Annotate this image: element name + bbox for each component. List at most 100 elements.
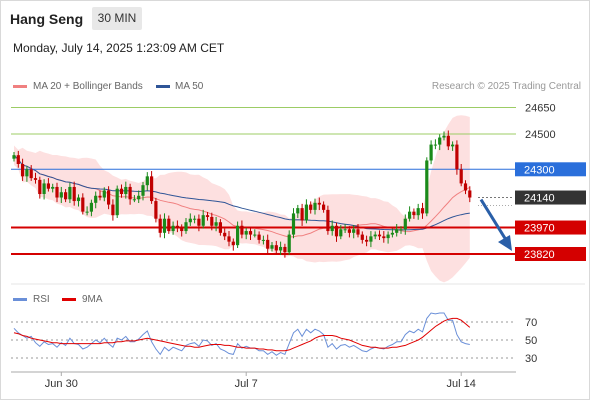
candle xyxy=(304,204,308,221)
candle xyxy=(94,195,98,203)
candle xyxy=(377,234,382,237)
candle xyxy=(455,144,459,170)
candle xyxy=(154,201,158,219)
candle xyxy=(150,176,154,202)
rsi-ma-legend-swatch xyxy=(62,298,76,301)
candle xyxy=(253,234,257,236)
rsi-legend-swatch xyxy=(13,298,27,301)
x-tick-label: Jul 14 xyxy=(447,378,476,390)
rsi-tick-label: 70 xyxy=(525,317,537,329)
candle xyxy=(16,155,20,164)
candle xyxy=(369,236,373,242)
candle xyxy=(55,186,59,198)
candle xyxy=(446,135,450,147)
candle xyxy=(425,160,429,214)
candle xyxy=(296,208,300,214)
candle xyxy=(119,188,124,194)
candle xyxy=(356,229,360,235)
candle xyxy=(197,218,201,226)
forecast-arrow-line xyxy=(479,198,508,241)
candle xyxy=(223,232,227,237)
period-selector-button[interactable]: 30 MIN xyxy=(92,7,142,30)
candle xyxy=(270,245,274,249)
candle xyxy=(89,202,93,212)
support-label: 23970 xyxy=(524,223,555,235)
candle xyxy=(38,179,42,194)
candle xyxy=(283,246,287,253)
candle xyxy=(309,204,313,210)
candle xyxy=(322,204,326,210)
candle xyxy=(201,215,205,226)
candle xyxy=(205,215,210,217)
candle xyxy=(365,239,369,242)
candle xyxy=(412,211,416,216)
candle xyxy=(248,231,253,235)
candle xyxy=(21,164,25,177)
rsi-tick-label: 50 xyxy=(525,335,537,347)
candle xyxy=(214,222,218,226)
candle xyxy=(145,176,149,186)
resistance-label: 24650 xyxy=(525,103,556,115)
candle xyxy=(167,218,171,232)
candle xyxy=(115,188,119,216)
instrument-title: Hang Seng xyxy=(10,11,84,27)
candle xyxy=(438,137,442,145)
candle xyxy=(382,236,386,239)
candle xyxy=(175,225,179,228)
candle xyxy=(76,197,81,202)
candle xyxy=(137,195,141,200)
candle xyxy=(193,218,197,220)
ma20-legend-swatch xyxy=(13,85,27,88)
candle xyxy=(240,225,244,235)
candle xyxy=(42,183,46,194)
candle xyxy=(313,202,317,210)
candle xyxy=(373,234,377,237)
support-label-box xyxy=(515,247,586,261)
candle xyxy=(279,246,283,251)
candle xyxy=(141,185,145,196)
candle xyxy=(29,169,33,179)
rsi-legend-label: RSI xyxy=(33,294,50,305)
candle xyxy=(347,229,351,233)
candle xyxy=(59,192,63,198)
candle xyxy=(416,208,420,216)
candle xyxy=(184,222,188,232)
candle xyxy=(291,213,296,235)
candle xyxy=(352,229,356,233)
candle xyxy=(124,186,128,194)
candle xyxy=(244,231,248,235)
candle xyxy=(81,197,85,212)
candle xyxy=(463,183,468,191)
support-label: 23820 xyxy=(524,249,555,261)
candle xyxy=(25,169,29,177)
candle xyxy=(107,190,111,205)
pivot-label-box xyxy=(515,162,586,177)
candle xyxy=(468,190,472,198)
candle xyxy=(442,135,446,138)
candle xyxy=(162,218,167,233)
candle xyxy=(433,144,437,146)
candle xyxy=(317,202,321,205)
candle xyxy=(33,178,38,180)
forecast-arrow-head xyxy=(498,234,512,251)
candle xyxy=(72,186,76,202)
ma20-legend-label: MA 20 + Bollinger Bands xyxy=(33,81,143,92)
candle xyxy=(399,229,403,231)
candle xyxy=(227,236,231,242)
rsi-tick-label: 30 xyxy=(525,353,537,365)
candle xyxy=(334,225,339,237)
candle xyxy=(132,199,136,201)
candle xyxy=(51,186,55,189)
last-price-label: 24140 xyxy=(524,193,555,205)
candle xyxy=(429,144,433,161)
candle xyxy=(395,229,399,233)
candle xyxy=(12,155,16,159)
candle xyxy=(330,225,334,232)
x-tick-label: Jul 7 xyxy=(235,378,258,390)
candle xyxy=(128,186,132,200)
candle xyxy=(408,211,412,219)
x-tick-label: Jun 30 xyxy=(45,378,78,390)
candle xyxy=(218,222,222,233)
candle xyxy=(257,234,261,240)
